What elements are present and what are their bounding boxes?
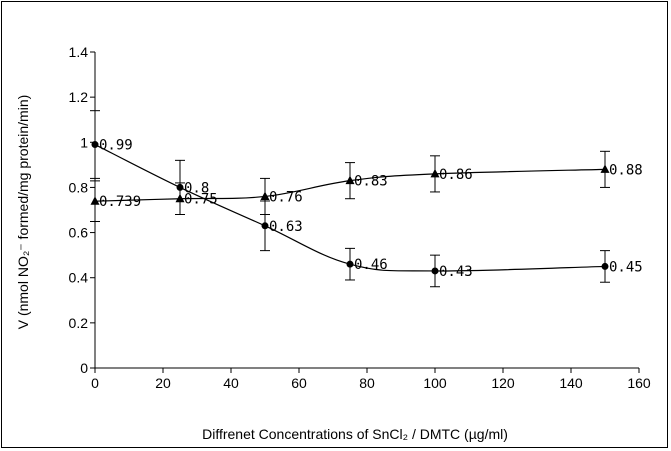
series-1: 0.99 0.8 0.63 0.46 0.43 0.45 [90,110,643,288]
x-tick-label: 40 [223,375,239,391]
data-label: 0.8 [184,180,209,196]
x-tick-label: 20 [155,375,171,391]
data-label: 0.63 [269,219,303,235]
series-2: 0.739 0.75 0.76 0.83 0.86 0.88 [90,150,643,223]
data-point-triangle [430,168,440,178]
data-label: 0.75 [184,192,218,208]
x-tick-label: 100 [423,375,447,391]
data-point-circle [91,141,99,149]
y-tick-label: 1 [80,134,88,150]
series-line [94,168,606,202]
x-axis-label: Diffrenet Concentrations of SnCl₂ / DMTC… [202,426,508,442]
data-label: 0.43 [439,264,473,280]
data-point-circle [261,222,269,230]
data-point-triangle [90,196,100,205]
y-tick-label: 0.8 [69,179,89,195]
y-tick-label: 0 [80,360,88,376]
data-label: 0.739 [99,194,141,210]
data-point-triangle [600,164,610,173]
y-tick-label: 1.2 [69,89,89,105]
y-tick-label: 0.4 [69,270,89,286]
x-tick-label: 0 [91,375,99,391]
data-label: 0.86 [439,167,473,183]
data-label: 0.76 [269,189,303,205]
series-group: 0.99 0.8 0.63 0.46 0.43 0.45 0.739 0.75 0.76 0.83… [90,110,643,288]
data-point-circle [601,262,609,270]
data-label: 0.46 [354,257,388,273]
data-label: 0.83 [354,174,388,190]
y-tick-label: 1.4 [69,44,89,60]
y-tick-label: 0.2 [69,315,89,331]
x-tick-label: 80 [359,375,375,391]
data-label: 0.45 [609,259,643,275]
x-tick-label: 120 [491,375,515,391]
series-line [94,144,606,272]
data-point-triangle [345,175,355,185]
y-axis-label: V (nmol NO₂⁻ formed/mg protein/min) [15,95,31,330]
data-point-circle [346,260,354,268]
data-point-triangle [175,193,185,203]
x-tick-label: 60 [291,375,307,391]
data-point-triangle [260,191,270,200]
x-tick-label: 140 [559,375,583,391]
data-label: 0.88 [609,162,643,178]
data-label: 0.99 [99,138,133,154]
x-tick-label: 160 [627,375,651,391]
axes: 0 0.2 0.4 0.6 0.8 1 1.2 1.4 0 20 40 60 80 100 120 140 16… [69,44,651,391]
data-point-circle [431,267,439,275]
y-tick-label: 0.6 [69,225,89,241]
